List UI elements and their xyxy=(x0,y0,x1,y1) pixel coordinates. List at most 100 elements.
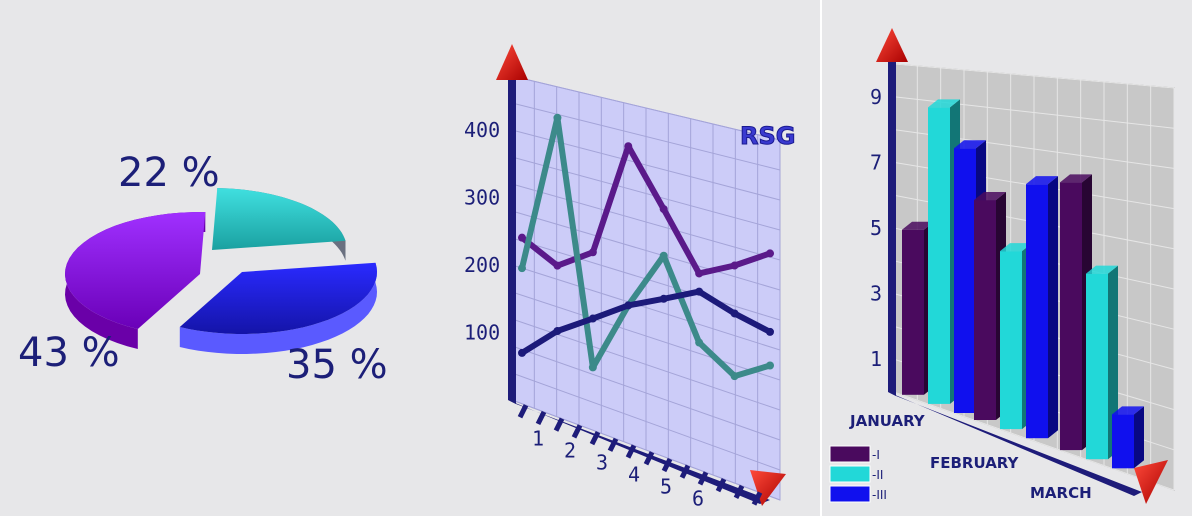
line-point xyxy=(553,326,562,335)
line-x-tick-label: 3 xyxy=(596,451,608,475)
line-x-tick-label: 6 xyxy=(692,486,704,510)
line-grid-h xyxy=(511,75,781,141)
line-point xyxy=(518,264,526,273)
line-y-tick-label: 200 xyxy=(464,253,500,277)
line-x-tick-mark xyxy=(733,484,745,499)
pie-slice-2 xyxy=(179,262,377,334)
line-point xyxy=(659,251,668,260)
bar-chart-panel: 1 3 5 7 9 JANUARY FEBRUARY MARCH -I -II -III xyxy=(822,0,1192,516)
line-grid-h xyxy=(511,183,781,261)
bar-bars xyxy=(902,99,1144,469)
line-point xyxy=(730,261,739,270)
bar-top xyxy=(954,140,986,149)
line-point xyxy=(766,361,774,370)
line-grid-h xyxy=(511,210,781,291)
pie-label-2: 35 % xyxy=(286,342,388,388)
line-x-tick-label: 5 xyxy=(660,474,672,498)
bar-category-label: MARCH xyxy=(1030,484,1092,502)
line-x-tick-label: 1 xyxy=(532,427,544,451)
line-series-1 xyxy=(519,114,771,380)
pie-chart-panel: 22 % 43 % 35 % xyxy=(0,0,440,516)
bar-side xyxy=(1048,176,1058,439)
bar-0-2 xyxy=(954,148,976,414)
line-x-tick-mark xyxy=(607,437,619,452)
pie-label-1: 22 % xyxy=(118,150,220,196)
bar-grid-h xyxy=(893,63,1175,89)
pie-slices xyxy=(65,188,377,354)
line-x-tick-mark xyxy=(625,444,637,459)
bar-legend: -I -II -III xyxy=(829,445,887,503)
pie-slice-side xyxy=(179,262,377,354)
bar-y-tick-label: 3 xyxy=(870,282,882,306)
bar-x-axis-arrow-icon xyxy=(1134,460,1168,504)
bar-top xyxy=(1112,406,1144,415)
legend-swatch xyxy=(829,465,871,483)
legend-label: -I xyxy=(872,448,880,462)
bar-category-label: JANUARY xyxy=(849,412,926,430)
legend-swatch xyxy=(829,485,871,503)
line-point xyxy=(659,205,668,214)
line-x-tick-mark xyxy=(715,477,727,493)
line-point xyxy=(553,113,562,122)
line-x-tick-mark xyxy=(571,424,583,439)
line-grid-h xyxy=(511,372,781,471)
pie-slice-0 xyxy=(65,212,206,329)
line-x-tick-label: 4 xyxy=(628,463,640,487)
bar-0-1 xyxy=(928,107,950,404)
bar-top xyxy=(1026,176,1058,185)
bar-chart: 1 3 5 7 9 JANUARY FEBRUARY MARCH -I -II -III xyxy=(829,28,1175,504)
bar-top xyxy=(1000,243,1032,252)
line-x-tick-mark xyxy=(643,451,655,466)
line-point xyxy=(730,309,739,318)
line-point xyxy=(518,233,526,242)
line-point xyxy=(518,348,526,357)
line-point xyxy=(588,248,597,257)
legend-swatch xyxy=(829,445,871,463)
bar-side xyxy=(1108,265,1118,460)
bar-top xyxy=(902,221,934,230)
line-x-tick-mark xyxy=(751,491,763,506)
bar-1-2 xyxy=(1026,184,1048,439)
bar-categories: JANUARY FEBRUARY MARCH xyxy=(849,412,1092,502)
line-y-tick-label: 300 xyxy=(464,186,500,210)
line-point xyxy=(730,372,739,381)
bar-1-0 xyxy=(974,200,996,420)
y-axis-arrow-icon xyxy=(496,44,528,80)
bar-2-2 xyxy=(1112,414,1134,469)
bar-y-ticks: 1 3 5 7 9 xyxy=(870,85,882,371)
line-chart-y-axis xyxy=(508,76,516,404)
bar-top xyxy=(1060,174,1092,183)
line-grid-h xyxy=(511,399,781,501)
bar-y-tick-label: 5 xyxy=(870,216,882,240)
line-x-tick-mark xyxy=(589,430,601,446)
line-grid-h xyxy=(511,129,781,201)
bar-chart-y-axis xyxy=(888,60,896,396)
bar-top xyxy=(974,192,1006,201)
bar-grid-h xyxy=(893,391,1175,491)
bar-y-tick-label: 7 xyxy=(870,150,882,174)
legend-label: -III xyxy=(872,488,887,502)
line-grid-h xyxy=(511,156,781,231)
pie-label-0: 43 % xyxy=(18,330,120,376)
line-point xyxy=(624,142,633,151)
line-y-ticks: 100 200 300 400 xyxy=(464,118,500,345)
bar-y-tick-label: 9 xyxy=(870,85,882,109)
line-x-tick-mark xyxy=(679,464,691,479)
panel-divider xyxy=(820,0,822,516)
line-series-2 xyxy=(520,288,772,356)
bar-y-tick-label: 1 xyxy=(870,347,882,371)
bar-top xyxy=(1086,265,1118,274)
rsg-logo: RSG xyxy=(740,122,795,150)
line-point xyxy=(659,294,668,303)
line-series-0 xyxy=(520,143,771,277)
line-point xyxy=(695,269,704,278)
line-x-tick-label: 2 xyxy=(564,439,576,463)
line-x-tick-mark xyxy=(697,471,709,486)
line-point xyxy=(553,261,562,270)
line-point xyxy=(588,363,597,372)
line-series xyxy=(518,113,774,381)
line-point xyxy=(624,301,633,310)
line-point xyxy=(588,314,597,323)
